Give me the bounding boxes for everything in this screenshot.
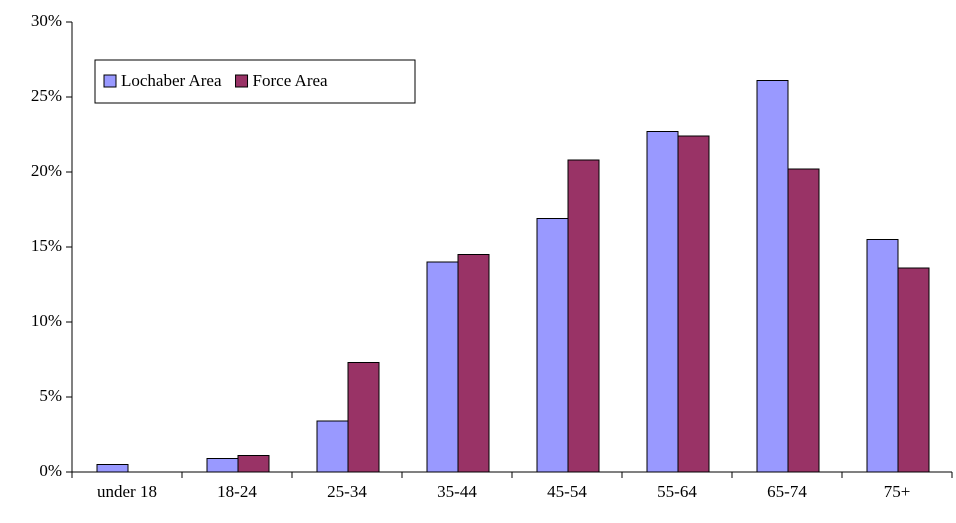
x-tick-label: 55-64 xyxy=(657,482,697,501)
bar xyxy=(756,80,789,473)
bar xyxy=(567,159,600,473)
bar xyxy=(677,135,710,473)
x-tick-label: 75+ xyxy=(884,482,911,501)
bar xyxy=(347,362,380,473)
y-tick-label: 20% xyxy=(31,161,62,180)
x-tick-label: 35-44 xyxy=(437,482,477,501)
x-tick-label: 25-34 xyxy=(327,482,367,501)
x-tick-label: 65-74 xyxy=(767,482,807,501)
bar xyxy=(866,239,899,473)
y-tick-label: 15% xyxy=(31,236,62,255)
legend-label: Lochaber Area xyxy=(121,71,222,90)
y-tick-label: 5% xyxy=(39,386,62,405)
y-tick-label: 25% xyxy=(31,86,62,105)
x-tick-label: 18-24 xyxy=(217,482,257,501)
bar xyxy=(237,455,270,473)
x-tick-label: under 18 xyxy=(97,482,157,501)
bar xyxy=(536,218,569,473)
y-tick-label: 10% xyxy=(31,311,62,330)
legend-box xyxy=(94,59,416,104)
y-tick-label: 0% xyxy=(39,461,62,480)
bar xyxy=(787,168,820,473)
bar xyxy=(457,254,490,473)
bar xyxy=(426,261,459,473)
bar xyxy=(646,131,679,473)
bar xyxy=(897,267,930,473)
bar xyxy=(316,420,349,473)
x-tick-label: 45-54 xyxy=(547,482,587,501)
legend-label: Force Area xyxy=(253,71,329,90)
y-tick-label: 30% xyxy=(31,11,62,30)
bar xyxy=(96,464,129,473)
bar xyxy=(206,458,239,473)
legend-swatch xyxy=(103,74,117,88)
legend-swatch xyxy=(235,74,249,88)
